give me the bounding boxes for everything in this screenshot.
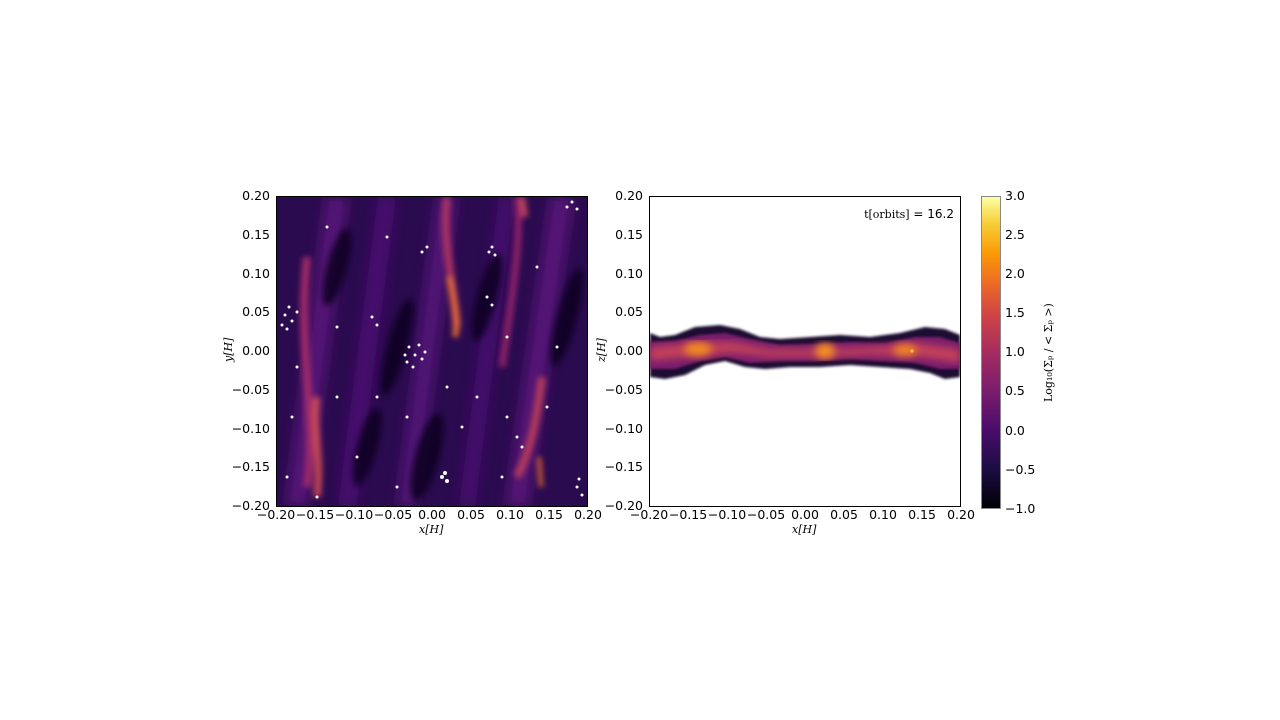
xtick: −0.05 — [746, 507, 786, 522]
colorbar-tick: 3.0 — [1005, 188, 1025, 203]
xtick: −0.20 — [629, 507, 669, 522]
colorbar-tick: 0.5 — [1005, 383, 1025, 398]
xtick: 0.05 — [830, 507, 858, 522]
ytick: 0.15 — [615, 227, 643, 242]
ytick: −0.20 — [231, 498, 270, 513]
xtick: 0.15 — [908, 507, 936, 522]
time-value: 16.2 — [927, 207, 954, 221]
x-axis-label-right: x[H] — [792, 523, 817, 536]
colorbar — [981, 196, 1001, 509]
colorbar-tick: −0.5 — [1005, 462, 1036, 477]
z-axis-label-right: z[H] — [595, 338, 608, 362]
ytick: 0.10 — [242, 266, 270, 281]
ytick: 0.05 — [615, 304, 643, 319]
ytick: −0.15 — [231, 459, 270, 474]
ytick: 0.00 — [242, 343, 270, 358]
time-label: t[orbits] — [864, 208, 910, 221]
ytick: 0.15 — [242, 227, 270, 242]
colorbar-tick: 2.5 — [1005, 227, 1025, 242]
ytick: −0.15 — [604, 459, 643, 474]
colorbar-tick: 2.0 — [1005, 266, 1025, 281]
xtick: 0.10 — [496, 507, 524, 522]
colorbar-tick: 0.0 — [1005, 423, 1025, 438]
xz-density-image — [650, 325, 960, 379]
xtick: −0.15 — [668, 507, 708, 522]
xtick: 0.05 — [457, 507, 485, 522]
xtick: 0.20 — [947, 507, 975, 522]
colorbar-tick: 1.0 — [1005, 344, 1025, 359]
ytick: −0.05 — [604, 382, 643, 397]
ytick: 0.10 — [615, 266, 643, 281]
xtick: 0.10 — [869, 507, 897, 522]
xtick: −0.10 — [707, 507, 747, 522]
xtick: −0.10 — [334, 507, 374, 522]
colorbar-tick: 1.5 — [1005, 305, 1025, 320]
xtick: −0.05 — [373, 507, 413, 522]
xtick: 0.20 — [574, 507, 602, 522]
ytick: −0.10 — [231, 421, 270, 436]
colorbar-tick: −1.0 — [1005, 501, 1036, 516]
xtick: −0.15 — [295, 507, 335, 522]
ytick: 0.05 — [242, 304, 270, 319]
equals-sign: = — [909, 207, 928, 221]
ytick: 0.20 — [615, 188, 643, 203]
y-axis-label-left: y[H] — [222, 337, 235, 362]
xy-density-plot — [276, 196, 588, 507]
ytick: −0.05 — [231, 382, 270, 397]
xy-density-image — [277, 197, 587, 506]
ytick: 0.20 — [242, 188, 270, 203]
ytick: 0.00 — [615, 343, 643, 358]
xz-density-plot: t[orbits] = 16.2 — [649, 196, 961, 507]
colorbar-label: Log₁₀(Σₚ / < Σₚ >) — [1042, 303, 1055, 402]
ytick: −0.20 — [604, 498, 643, 513]
xtick: −0.20 — [256, 507, 296, 522]
xtick: 0.00 — [791, 507, 819, 522]
ytick: −0.10 — [604, 421, 643, 436]
time-annotation: t[orbits] = 16.2 — [864, 207, 954, 221]
xtick: 0.15 — [535, 507, 563, 522]
xtick: 0.00 — [418, 507, 446, 522]
x-axis-label-left: x[H] — [419, 523, 444, 536]
